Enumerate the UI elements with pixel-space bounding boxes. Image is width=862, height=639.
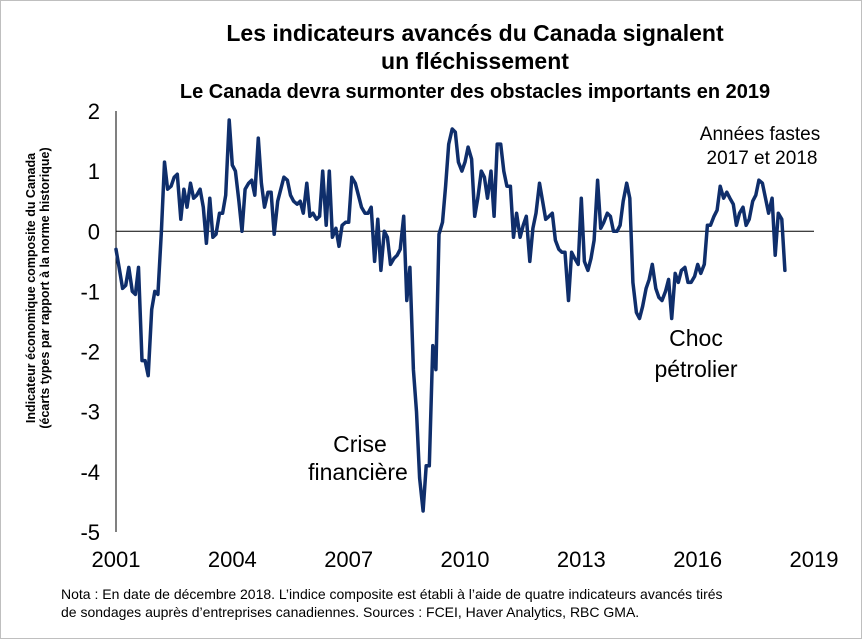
y-tick-label: -3 (80, 400, 100, 425)
y-axis-ticks: 2 1 0 -1 -2 -3 -4 -5 (80, 99, 100, 545)
x-tick-label: 2007 (324, 547, 373, 572)
annotation-choc-line1: Choc (669, 325, 723, 351)
y-tick-label: -4 (80, 460, 100, 485)
footnote-line2: de sondages auprès d’entreprises canadie… (61, 604, 640, 620)
x-axis-ticks: 2001 2004 2007 2010 2013 2016 2019 (92, 547, 839, 572)
annotation-crise-line2: financière (308, 459, 408, 485)
x-tick-label: 2004 (208, 547, 257, 572)
y-tick-label: -1 (80, 279, 100, 304)
y-tick-label: 1 (88, 159, 100, 184)
footnote-line1: Nota : En date de décembre 2018. L’indic… (61, 586, 723, 602)
x-tick-label: 2013 (557, 547, 606, 572)
footnote: Nota : En date de décembre 2018. L’indic… (61, 585, 821, 621)
x-tick-label: 2016 (673, 547, 722, 572)
annotation-annees-line2: 2017 et 2018 (707, 148, 818, 169)
x-tick-label: 2010 (441, 547, 490, 572)
chart-subtitle: Le Canada devra surmonter des obstacles … (179, 81, 771, 103)
annotation-annees-line1: Années fastes (700, 124, 820, 145)
x-tick-label: 2001 (92, 547, 141, 572)
y-tick-label: -2 (80, 340, 100, 365)
series-line (114, 118, 787, 513)
y-tick-label: 2 (88, 99, 100, 124)
chart-title-line2: un fléchissement (381, 48, 569, 74)
x-tick-label: 2019 (790, 547, 839, 572)
chart-title: Les indicateurs avancés du Canada signal… (226, 20, 724, 46)
annotation-choc-line2: pétrolier (654, 356, 737, 382)
annotation-crise-line1: Crise (333, 431, 387, 457)
y-tick-label: -5 (80, 520, 100, 545)
y-tick-label: 0 (88, 219, 100, 244)
